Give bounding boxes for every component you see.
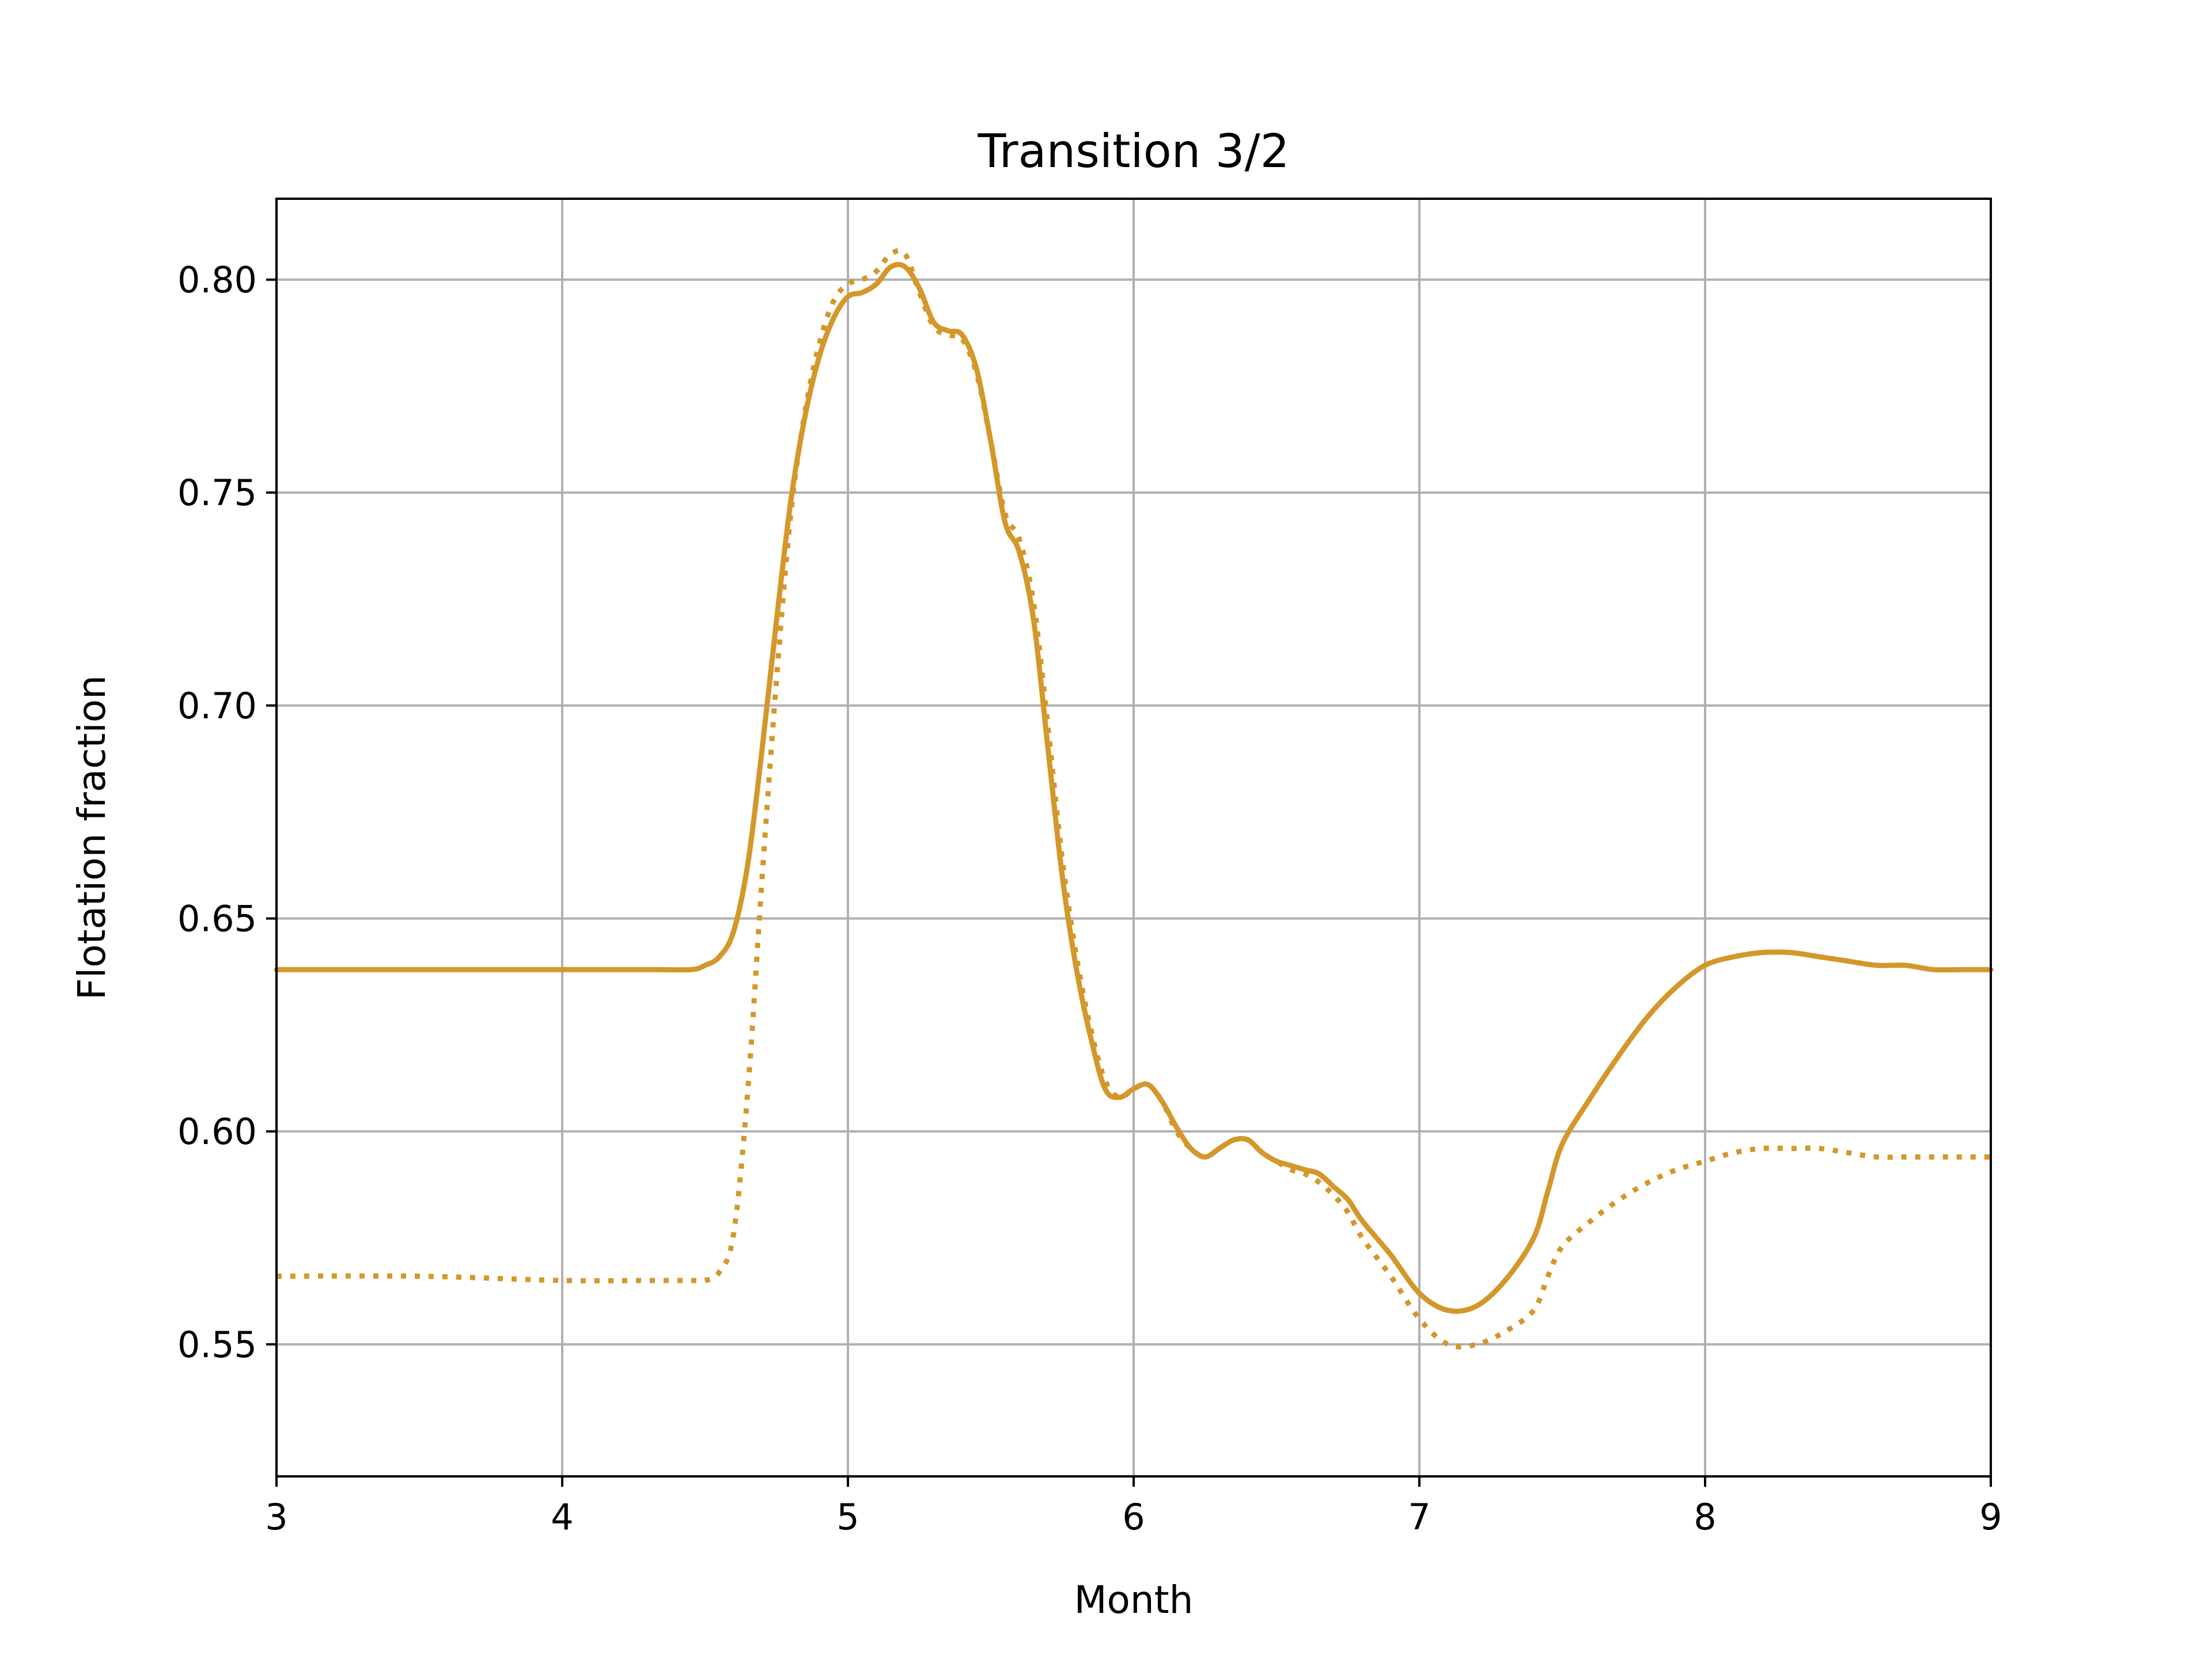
- ticks: 3 4 5 6 7 8 9 0.55 0.60 0.65 0.70 0.75 0.80: [177, 259, 2002, 1538]
- y-tick-label: 0.55: [177, 1324, 257, 1366]
- chart-title: Transition 3/2: [977, 124, 1289, 178]
- y-tick-label: 0.70: [177, 685, 257, 727]
- series-layer: [274, 248, 1994, 1350]
- solid-series-line: [274, 262, 1994, 1314]
- x-tick-label: 8: [1694, 1496, 1716, 1538]
- x-tick-label: 5: [836, 1496, 859, 1538]
- y-axis-label: Flotation fraction: [70, 675, 114, 1000]
- x-tick-label: 9: [1979, 1496, 2002, 1538]
- x-tick-label: 7: [1408, 1496, 1430, 1538]
- y-tick-label: 0.80: [177, 259, 257, 301]
- x-axis-label: Month: [1074, 1578, 1194, 1622]
- y-tick-label: 0.65: [177, 897, 257, 940]
- y-tick-label: 0.60: [177, 1111, 257, 1153]
- x-tick-label: 3: [265, 1496, 287, 1538]
- y-tick-label: 0.75: [177, 472, 257, 514]
- x-tick-label: 4: [551, 1496, 573, 1538]
- x-tick-label: 6: [1122, 1496, 1145, 1538]
